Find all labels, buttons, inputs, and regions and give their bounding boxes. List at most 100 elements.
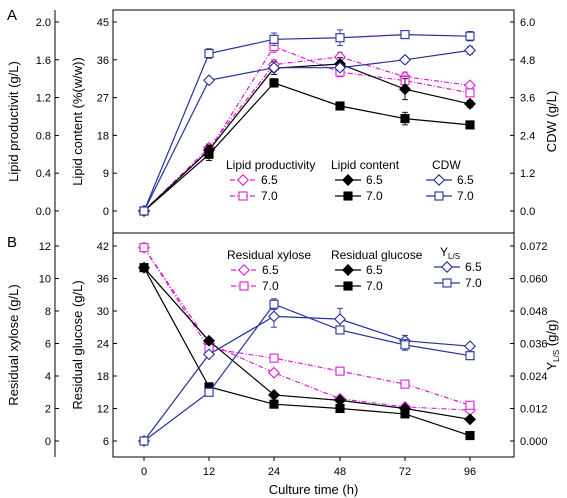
right-axis-tick-label: 6.0 (520, 17, 535, 29)
data-point (464, 44, 476, 57)
series-line (143, 267, 471, 437)
data-point (335, 325, 345, 335)
data-point (203, 348, 215, 361)
left-inner-axis-tick-label: 12 (97, 404, 109, 416)
left-outer-axis-tick-label: 1.6 (36, 55, 51, 67)
left-inner-axis-tick-label: 36 (97, 55, 109, 67)
right-axis-tick-label: 3.6 (520, 93, 535, 105)
left-inner-axis-label: Residual glucose (g/L) (70, 280, 85, 409)
left-outer-axis-label: Residual xylose (g/L) (6, 284, 21, 405)
x-axis-tick-label: 72 (399, 466, 411, 478)
legend-title: YL/S (440, 245, 460, 261)
legend-title: Lipid productivity (226, 158, 315, 172)
data-point (268, 366, 280, 379)
data-point (335, 33, 345, 43)
data-point (465, 120, 475, 130)
data-point (334, 61, 346, 74)
data-point (400, 340, 410, 350)
left-outer-axis-tick-label: 10 (39, 274, 51, 286)
legend-marker (433, 174, 445, 186)
data-point (399, 83, 411, 96)
legend-marker (434, 191, 444, 201)
right-axis-tick-label: 0.072 (520, 241, 548, 253)
right-axis-tick-label: 1.2 (520, 168, 535, 180)
legend-marker (238, 191, 248, 201)
legend-entry-label: 7.0 (261, 189, 278, 203)
left-outer-axis-tick-label: 0.0 (36, 206, 51, 218)
right-axis-tick-label: 0.0 (520, 206, 535, 218)
x-axis-tick-label: 48 (334, 466, 346, 478)
legend-marker (441, 261, 453, 273)
right-axis-tick-label: 2.4 (520, 130, 535, 142)
series-line (143, 49, 471, 212)
legend-marker (343, 281, 353, 291)
legend-entry-label: 7.0 (457, 189, 474, 203)
left-outer-axis-tick-label: 0 (45, 436, 51, 448)
data-point (465, 351, 475, 361)
right-axis-tick-label: 0.060 (520, 274, 548, 286)
left-outer-axis-label: Lipid productivit (g/L) (6, 61, 21, 182)
right-axis-label: CDW (g/L) (544, 91, 559, 152)
left-outer-axis-tick-label: 4 (45, 371, 51, 383)
data-point (139, 436, 149, 446)
data-point (269, 78, 279, 88)
left-inner-axis-tick-label: 24 (97, 339, 109, 351)
data-point (465, 88, 475, 98)
data-point (204, 48, 214, 59)
left-inner-axis-tick-label: 27 (97, 93, 109, 105)
x-axis-tick-label: 24 (268, 466, 280, 478)
left-inner-axis-tick-label: 18 (97, 130, 109, 142)
left-outer-axis-tick-label: 12 (39, 241, 51, 253)
plot-frame (112, 232, 515, 458)
right-axis-tick-label: 4.8 (520, 55, 535, 67)
data-point (203, 74, 215, 87)
legend-title: Residual xylose (227, 248, 311, 262)
data-point (269, 299, 279, 309)
legend-entry-label: 7.0 (366, 279, 383, 293)
data-point (203, 334, 215, 347)
data-point (335, 101, 345, 111)
legend-marker (238, 264, 250, 276)
data-point (204, 387, 214, 397)
legend-title: CDW (432, 158, 461, 172)
panel-letter: A (7, 7, 17, 24)
plot-frame (112, 9, 515, 234)
series-line (143, 247, 471, 411)
legend-marker (237, 174, 249, 186)
legend-entry-label: 6.5 (366, 263, 383, 277)
x-axis-tick-label: 12 (203, 466, 215, 478)
right-axis-tick-label: 0.024 (520, 371, 548, 383)
legend-marker (442, 278, 452, 288)
series-line (143, 33, 471, 212)
legend-entry-label: 6.5 (366, 173, 383, 187)
series-line (143, 303, 471, 442)
left-outer-axis-tick-label: 2 (45, 404, 51, 416)
data-point (139, 243, 149, 253)
series-line (143, 63, 471, 212)
data-point (400, 30, 410, 40)
legend-entry-label: 6.5 (262, 263, 279, 277)
x-axis: 0 12 24 48 72 96 Culture time (h) (141, 457, 476, 497)
data-point (465, 400, 475, 410)
x-axis-tick-label: 0 (141, 466, 147, 478)
data-point (400, 379, 410, 389)
legend-marker (343, 191, 353, 201)
legend-title: Lipid content (331, 158, 400, 172)
left-inner-axis-tick-label: 9 (103, 168, 109, 180)
left-outer-axis-tick-label: 1.2 (36, 93, 51, 105)
right-axis-label-unit: (g/g) (544, 319, 559, 349)
data-point (464, 340, 476, 353)
right-axis-tick-label: 0.048 (520, 306, 548, 318)
data-point (465, 31, 475, 41)
left-outer-axis-tick-label: 8 (45, 306, 51, 318)
series-line (143, 315, 471, 442)
left-inner-axis-tick-label: 18 (97, 371, 109, 383)
right-axis-tick-label: 0.000 (520, 436, 548, 448)
series-line (143, 82, 471, 212)
data-point (139, 263, 149, 273)
left-outer-axis-tick-label: 0.4 (36, 168, 51, 180)
left-inner-axis-tick-label: 42 (97, 241, 109, 253)
data-point (334, 313, 346, 326)
right-axis-label: YL/S (g/g) (544, 319, 561, 370)
